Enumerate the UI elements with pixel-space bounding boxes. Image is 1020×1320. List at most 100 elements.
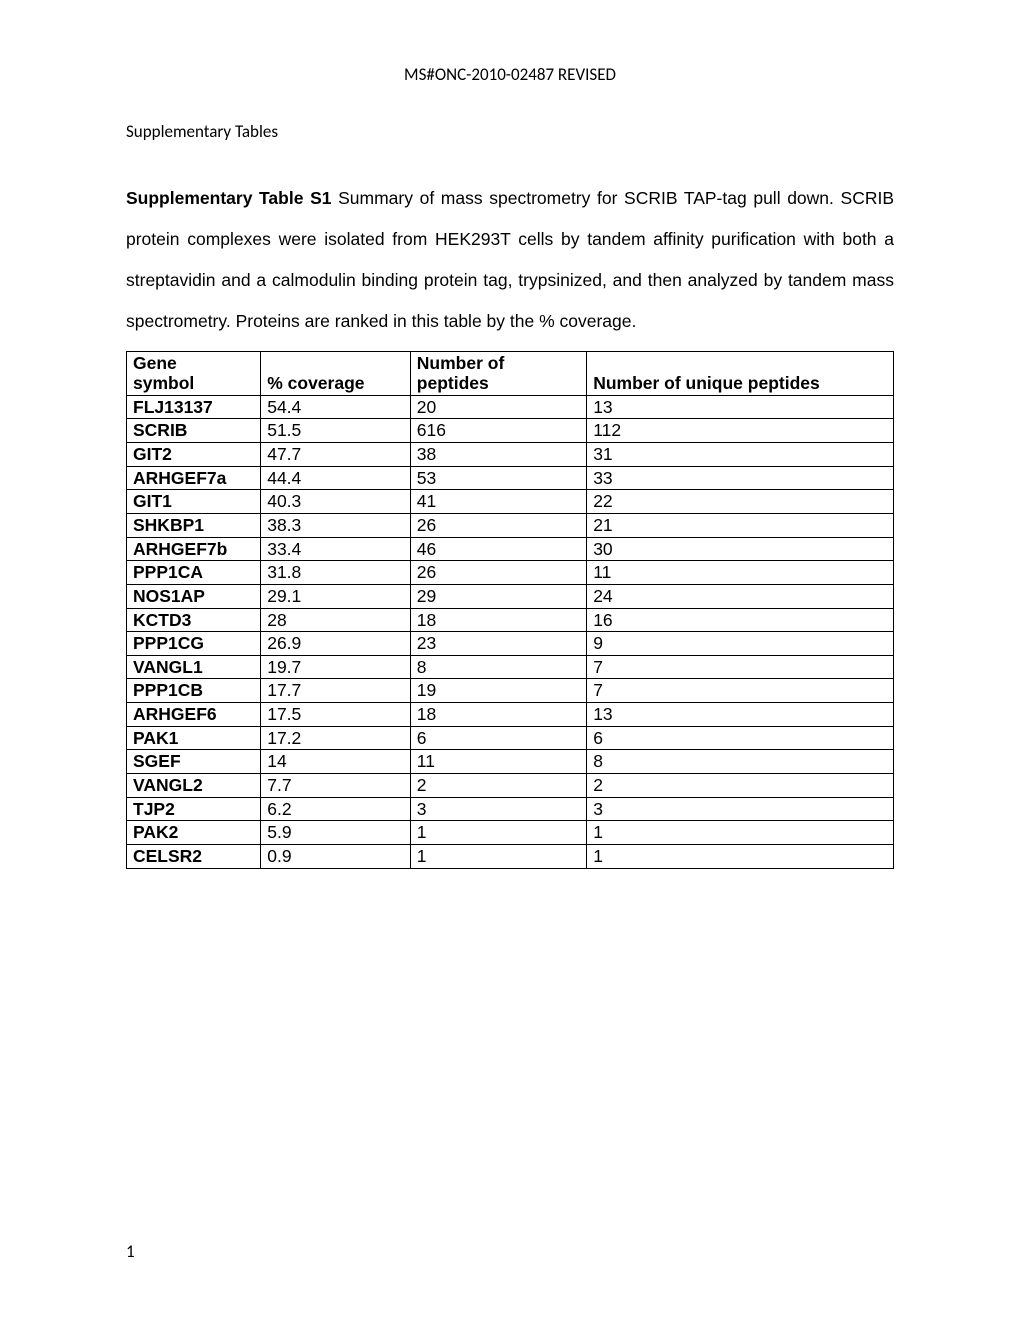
col-header-peptides: Number of peptides <box>410 351 586 395</box>
col-header-gene-l2: symbol <box>133 373 194 393</box>
cell-peptides: 1 <box>410 844 586 868</box>
table-row: PPP1CB17.7197 <box>127 679 894 703</box>
cell-coverage: 33.4 <box>261 537 411 561</box>
cell-unique: 7 <box>587 655 894 679</box>
cell-unique: 13 <box>587 703 894 727</box>
cell-gene: PPP1CB <box>127 679 261 703</box>
table-row: ARHGEF7b33.44630 <box>127 537 894 561</box>
cell-coverage: 17.5 <box>261 703 411 727</box>
cell-gene: PAK1 <box>127 726 261 750</box>
cell-peptides: 23 <box>410 632 586 656</box>
cell-gene: PPP1CA <box>127 561 261 585</box>
cell-unique: 2 <box>587 774 894 798</box>
cell-gene: GIT1 <box>127 490 261 514</box>
table-row: PAK117.266 <box>127 726 894 750</box>
cell-unique: 6 <box>587 726 894 750</box>
table-row: GIT140.34122 <box>127 490 894 514</box>
table-row: FLJ1313754.42013 <box>127 395 894 419</box>
cell-peptides: 29 <box>410 584 586 608</box>
cell-peptides: 20 <box>410 395 586 419</box>
cell-coverage: 40.3 <box>261 490 411 514</box>
cell-coverage: 19.7 <box>261 655 411 679</box>
cell-peptides: 11 <box>410 750 586 774</box>
table-row: ARHGEF617.51813 <box>127 703 894 727</box>
page-number: 1 <box>126 1241 135 1262</box>
section-title: Supplementary Tables <box>126 121 894 142</box>
cell-unique: 24 <box>587 584 894 608</box>
cell-coverage: 54.4 <box>261 395 411 419</box>
cell-peptides: 6 <box>410 726 586 750</box>
cell-unique: 11 <box>587 561 894 585</box>
cell-unique: 1 <box>587 844 894 868</box>
cell-unique: 31 <box>587 443 894 467</box>
cell-gene: SHKBP1 <box>127 513 261 537</box>
cell-gene: FLJ13137 <box>127 395 261 419</box>
cell-coverage: 28 <box>261 608 411 632</box>
cell-gene: SGEF <box>127 750 261 774</box>
col-header-gene-l1: Gene <box>133 353 177 373</box>
cell-gene: ARHGEF6 <box>127 703 261 727</box>
table-row: SCRIB51.5616112 <box>127 419 894 443</box>
cell-coverage: 5.9 <box>261 821 411 845</box>
table-row: GIT247.73831 <box>127 443 894 467</box>
table-row: SGEF14118 <box>127 750 894 774</box>
cell-coverage: 7.7 <box>261 774 411 798</box>
table-row: VANGL119.787 <box>127 655 894 679</box>
table-row: KCTD3281816 <box>127 608 894 632</box>
cell-peptides: 26 <box>410 561 586 585</box>
table-row: CELSR20.911 <box>127 844 894 868</box>
table-body: FLJ1313754.42013SCRIB51.5616112GIT247.73… <box>127 395 894 868</box>
cell-gene: GIT2 <box>127 443 261 467</box>
col-header-unique: Number of unique peptides <box>587 351 894 395</box>
cell-coverage: 26.9 <box>261 632 411 656</box>
col-header-cov-l2: % coverage <box>267 373 364 393</box>
cell-peptides: 18 <box>410 608 586 632</box>
cell-coverage: 44.4 <box>261 466 411 490</box>
cell-coverage: 0.9 <box>261 844 411 868</box>
cell-gene: NOS1AP <box>127 584 261 608</box>
table-caption: Supplementary Table S1 Summary of mass s… <box>126 178 894 343</box>
cell-unique: 16 <box>587 608 894 632</box>
cell-peptides: 2 <box>410 774 586 798</box>
cell-peptides: 616 <box>410 419 586 443</box>
cell-coverage: 31.8 <box>261 561 411 585</box>
cell-unique: 8 <box>587 750 894 774</box>
col-header-coverage: % coverage <box>261 351 411 395</box>
cell-peptides: 38 <box>410 443 586 467</box>
cell-gene: TJP2 <box>127 797 261 821</box>
cell-peptides: 1 <box>410 821 586 845</box>
table-row: NOS1AP29.12924 <box>127 584 894 608</box>
caption-title: Supplementary Table S1 <box>126 188 331 208</box>
cell-gene: ARHGEF7a <box>127 466 261 490</box>
table-row: PAK25.911 <box>127 821 894 845</box>
cell-unique: 7 <box>587 679 894 703</box>
table-row: TJP26.233 <box>127 797 894 821</box>
cell-peptides: 53 <box>410 466 586 490</box>
cell-peptides: 3 <box>410 797 586 821</box>
cell-coverage: 38.3 <box>261 513 411 537</box>
cell-coverage: 17.7 <box>261 679 411 703</box>
table-row: VANGL27.722 <box>127 774 894 798</box>
col-header-pep-l1: Number of <box>417 353 505 373</box>
cell-peptides: 26 <box>410 513 586 537</box>
cell-coverage: 51.5 <box>261 419 411 443</box>
cell-gene: CELSR2 <box>127 844 261 868</box>
cell-peptides: 19 <box>410 679 586 703</box>
col-header-gene: Gene symbol <box>127 351 261 395</box>
table-row: SHKBP138.32621 <box>127 513 894 537</box>
col-header-uni-l2: Number of unique peptides <box>593 373 820 393</box>
cell-gene: VANGL1 <box>127 655 261 679</box>
cell-gene: PAK2 <box>127 821 261 845</box>
cell-gene: PPP1CG <box>127 632 261 656</box>
cell-coverage: 29.1 <box>261 584 411 608</box>
cell-coverage: 47.7 <box>261 443 411 467</box>
cell-unique: 13 <box>587 395 894 419</box>
caption-text: Summary of mass spectrometry for SCRIB T… <box>126 188 894 331</box>
cell-gene: KCTD3 <box>127 608 261 632</box>
cell-peptides: 46 <box>410 537 586 561</box>
cell-unique: 3 <box>587 797 894 821</box>
cell-unique: 21 <box>587 513 894 537</box>
cell-unique: 112 <box>587 419 894 443</box>
cell-unique: 30 <box>587 537 894 561</box>
cell-coverage: 6.2 <box>261 797 411 821</box>
